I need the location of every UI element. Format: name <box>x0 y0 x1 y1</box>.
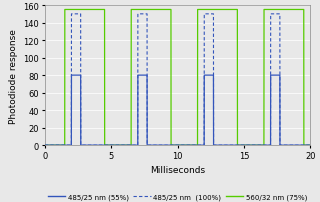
X-axis label: Milliseconds: Milliseconds <box>150 165 205 174</box>
Legend: 485/25 nm (55%), 485/25 nm  (100%), 560/32 nm (75%): 485/25 nm (55%), 485/25 nm (100%), 560/3… <box>45 191 310 202</box>
Y-axis label: Photodiode response: Photodiode response <box>9 28 18 123</box>
